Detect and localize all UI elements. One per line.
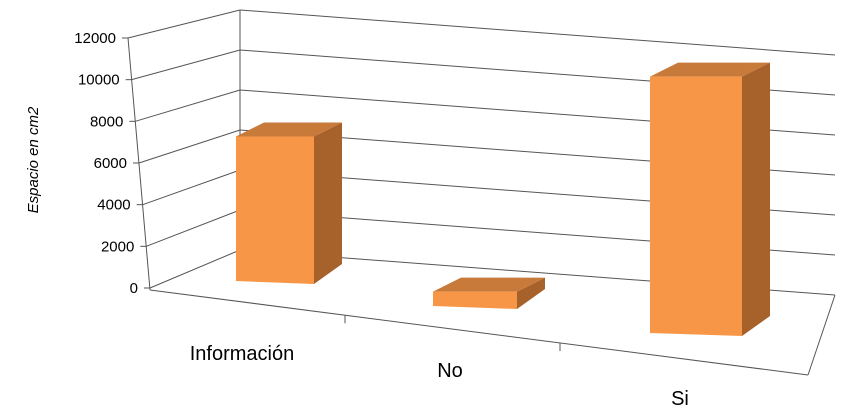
y-tick-label: 8000 xyxy=(90,113,123,130)
category-label: Si xyxy=(671,388,689,410)
gridline-side xyxy=(142,169,241,206)
bar-top xyxy=(433,277,545,292)
floor-front-edge xyxy=(149,289,809,376)
gridline-side xyxy=(127,9,241,39)
y-tick-label: 4000 xyxy=(97,197,130,214)
x-axis-categories: Información No Si xyxy=(190,315,689,410)
bar-front xyxy=(433,291,517,309)
bar-top xyxy=(236,122,342,137)
y-axis-ticks: 0 2000 4000 6000 8000 10000 12000 xyxy=(74,30,150,297)
bar xyxy=(650,62,770,337)
y-tick-label: 6000 xyxy=(94,155,127,172)
bar-front xyxy=(650,76,742,337)
gridline xyxy=(239,9,836,56)
y-tick-label: 12000 xyxy=(74,30,116,47)
gridline-side xyxy=(138,129,241,164)
y-tick-label: 0 xyxy=(130,280,138,297)
gridline-side xyxy=(131,49,241,81)
bar-side xyxy=(517,277,545,309)
category-label: No xyxy=(437,360,463,382)
bars xyxy=(236,62,770,337)
floor-right-edge xyxy=(807,294,836,376)
gridline-side xyxy=(146,209,241,247)
bar-front xyxy=(236,136,314,284)
y-axis-label: Espacio en cm2 xyxy=(25,106,42,213)
y-tick-label: 10000 xyxy=(78,72,120,89)
bar-top xyxy=(650,62,770,77)
gridline-side xyxy=(149,249,241,289)
bar-side xyxy=(742,62,770,337)
bar xyxy=(236,122,342,284)
bar xyxy=(433,277,545,309)
category-label: Información xyxy=(190,343,295,365)
gridline-side xyxy=(135,89,241,122)
bar-side xyxy=(314,122,342,284)
y-tick-label: 2000 xyxy=(101,238,134,255)
